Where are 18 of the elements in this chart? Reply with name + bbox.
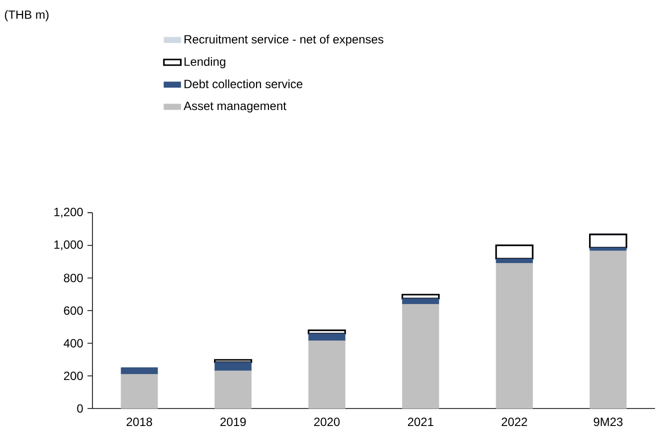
y-tick-label: 800 xyxy=(64,274,83,282)
x-tick-label: 2019 xyxy=(220,418,246,426)
text: (THB m) xyxy=(4,10,48,22)
y-tick-label: 1,000 xyxy=(54,240,83,250)
legend-label: Recruitment service - net of expenses xyxy=(184,34,384,46)
x-tick-label: 2018 xyxy=(126,418,152,426)
x-tick-label: 2021 xyxy=(408,418,434,426)
y-tick-label: 0 xyxy=(77,404,83,413)
legend-label: Asset management xyxy=(184,102,286,112)
legend-label: Lending xyxy=(184,56,226,68)
x-tick-label: 2020 xyxy=(314,418,340,426)
x-tick-label: 9M23 xyxy=(594,418,623,426)
y-tick-label: 600 xyxy=(64,306,83,315)
y-tick-label: 1,200 xyxy=(54,208,83,218)
y-tick-label: 400 xyxy=(64,338,83,348)
legend-label: Debt collection service xyxy=(184,79,302,88)
y-tick-label: 200 xyxy=(64,372,83,380)
x-tick-label: 2022 xyxy=(502,418,528,426)
